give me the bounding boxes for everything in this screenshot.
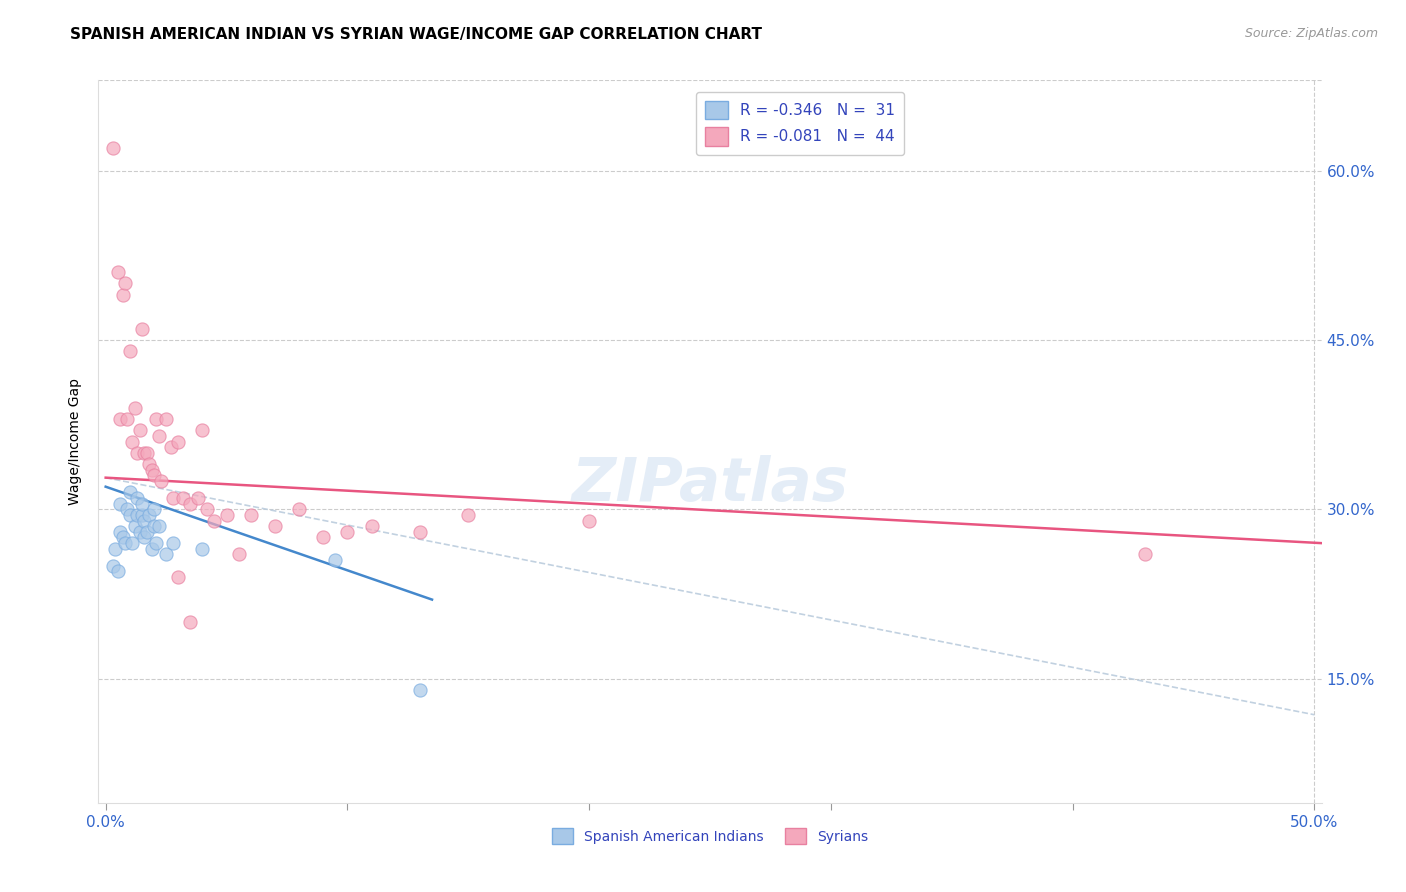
Point bbox=[131, 321, 153, 335]
Point bbox=[127, 491, 149, 505]
Point bbox=[155, 548, 177, 562]
Point bbox=[179, 497, 201, 511]
Point bbox=[121, 434, 143, 449]
Point bbox=[108, 497, 131, 511]
Point bbox=[118, 508, 141, 522]
Point bbox=[150, 474, 173, 488]
Point bbox=[288, 502, 311, 516]
Point bbox=[264, 519, 287, 533]
Point bbox=[128, 524, 150, 539]
Point bbox=[409, 682, 432, 697]
Point bbox=[134, 531, 156, 545]
Point bbox=[143, 519, 166, 533]
Point bbox=[179, 615, 201, 630]
Text: SPANISH AMERICAN INDIAN VS SYRIAN WAGE/INCOME GAP CORRELATION CHART: SPANISH AMERICAN INDIAN VS SYRIAN WAGE/I… bbox=[70, 27, 762, 42]
Y-axis label: Wage/Income Gap: Wage/Income Gap bbox=[69, 378, 83, 505]
Point bbox=[195, 502, 218, 516]
Legend: Spanish American Indians, Syrians: Spanish American Indians, Syrians bbox=[547, 822, 873, 850]
Point bbox=[409, 524, 432, 539]
Point bbox=[108, 524, 131, 539]
Point bbox=[107, 265, 129, 279]
Point bbox=[145, 412, 167, 426]
Point bbox=[215, 508, 238, 522]
Point bbox=[127, 446, 149, 460]
Point bbox=[312, 531, 335, 545]
Text: Source: ZipAtlas.com: Source: ZipAtlas.com bbox=[1244, 27, 1378, 40]
Point bbox=[135, 446, 157, 460]
Point bbox=[107, 565, 129, 579]
Point bbox=[131, 497, 153, 511]
Point bbox=[239, 508, 262, 522]
Point bbox=[121, 536, 143, 550]
Point bbox=[167, 434, 190, 449]
Point bbox=[118, 344, 141, 359]
Point bbox=[228, 548, 250, 562]
Point bbox=[114, 536, 136, 550]
Text: ZIPatlas: ZIPatlas bbox=[571, 456, 849, 515]
Point bbox=[204, 514, 226, 528]
Point bbox=[114, 277, 136, 291]
Point bbox=[134, 514, 156, 528]
Point bbox=[141, 541, 163, 556]
Point bbox=[141, 463, 163, 477]
Point bbox=[135, 524, 157, 539]
Point bbox=[148, 429, 170, 443]
Point bbox=[172, 491, 194, 505]
Point bbox=[1133, 548, 1156, 562]
Point bbox=[162, 491, 184, 505]
Point bbox=[323, 553, 346, 567]
Point bbox=[143, 468, 166, 483]
Point bbox=[124, 519, 146, 533]
Point bbox=[160, 440, 183, 454]
Point bbox=[124, 401, 146, 415]
Point bbox=[138, 457, 160, 471]
Point bbox=[191, 541, 214, 556]
Point bbox=[360, 519, 382, 533]
Point bbox=[104, 541, 127, 556]
Point bbox=[143, 502, 166, 516]
Point bbox=[117, 502, 139, 516]
Point bbox=[134, 446, 156, 460]
Point bbox=[127, 508, 149, 522]
Point bbox=[148, 519, 170, 533]
Point bbox=[128, 423, 150, 437]
Point bbox=[117, 412, 139, 426]
Point bbox=[457, 508, 479, 522]
Point bbox=[162, 536, 184, 550]
Point bbox=[145, 536, 167, 550]
Point bbox=[336, 524, 359, 539]
Point bbox=[101, 558, 124, 573]
Point bbox=[108, 412, 131, 426]
Point bbox=[155, 412, 177, 426]
Point bbox=[578, 514, 600, 528]
Point bbox=[167, 570, 190, 584]
Point bbox=[111, 287, 134, 301]
Point bbox=[131, 508, 153, 522]
Point bbox=[118, 485, 141, 500]
Point bbox=[186, 491, 208, 505]
Point bbox=[138, 508, 160, 522]
Point bbox=[191, 423, 214, 437]
Point bbox=[101, 141, 124, 155]
Point bbox=[111, 531, 134, 545]
